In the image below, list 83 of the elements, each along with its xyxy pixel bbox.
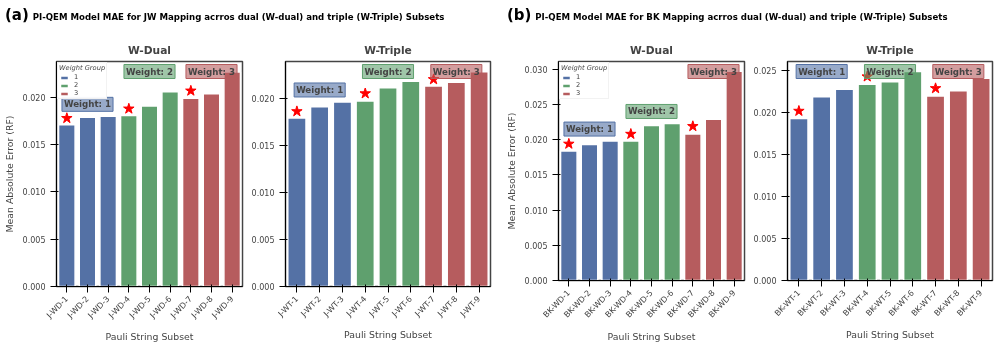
bar <box>580 143 599 281</box>
annotation: Weight: 3 <box>432 66 480 77</box>
y-tick-label: 0.020 <box>524 136 548 146</box>
bar <box>378 87 398 287</box>
annotation: Weight: 1 <box>565 124 614 135</box>
y-tick-label: 0.000 <box>251 283 275 292</box>
bar <box>161 91 180 287</box>
x-axis-title: Pauli String Subset <box>846 329 935 341</box>
annotation: Weight: 3 <box>689 66 738 77</box>
annotation: Weight: 3 <box>934 66 982 77</box>
bar <box>423 85 444 287</box>
annotation: Weight: 1 <box>63 99 112 110</box>
bar <box>683 133 702 281</box>
y-tick-label: 0.015 <box>753 151 777 161</box>
annotation: Weight: 2 <box>866 66 914 77</box>
bar <box>78 116 97 287</box>
annotation: Weight: 2 <box>125 66 174 77</box>
y-tick-label: 0.025 <box>524 100 548 110</box>
y-tick-label: 0.010 <box>524 206 548 216</box>
bar <box>140 105 159 287</box>
text: (a) <box>5 6 29 24</box>
chart-title: PI-QEM Model MAE for BK Mapping acrros dual (W-dual) and triple (W-Triple) Subsets <box>535 12 948 22</box>
text: (b) <box>507 6 532 24</box>
bar <box>446 81 467 287</box>
bar <box>811 95 832 281</box>
bar <box>57 124 76 287</box>
bar <box>925 95 946 281</box>
x-axis-title: Pauli String Subset <box>607 330 696 342</box>
y-tick-label: 0.000 <box>753 277 777 286</box>
chart-subtitle: W-Triple <box>866 43 914 57</box>
annotation: Weight: 2 <box>364 66 412 77</box>
bar <box>119 114 138 287</box>
y-tick-label: 0.000 <box>524 277 548 286</box>
y-tick-label: 0.005 <box>251 235 275 245</box>
bar <box>704 118 723 281</box>
bar <box>642 124 661 281</box>
bar <box>355 100 376 287</box>
bar <box>99 115 118 287</box>
bar <box>309 105 330 287</box>
y-tick-label: 0.030 <box>524 65 548 75</box>
bar <box>789 117 809 281</box>
bar <box>834 88 855 281</box>
y-tick-label: 0.015 <box>251 141 275 151</box>
bar <box>181 97 200 287</box>
chart-subtitle: W-Dual <box>630 43 673 57</box>
y-tick-label: 0.010 <box>251 188 275 198</box>
bar <box>559 150 578 281</box>
bar <box>880 80 900 281</box>
y-tick-label: 0.020 <box>251 94 275 104</box>
y-tick-label: 0.020 <box>22 93 46 103</box>
y-axis-title: Mean Absolute Error (RF) <box>3 115 15 233</box>
x-axis-title: Pauli String Subset <box>105 330 194 342</box>
bar <box>287 117 307 287</box>
y-tick-label: 0.010 <box>22 188 46 198</box>
bar <box>948 90 969 281</box>
bar <box>621 140 640 281</box>
y-axis-title: Mean Absolute Error (RF) <box>505 112 517 230</box>
bar <box>857 83 878 281</box>
y-tick-label: 0.015 <box>524 171 548 181</box>
y-tick-label: 0.025 <box>753 67 777 77</box>
y-tick-label: 0.020 <box>753 109 777 119</box>
bar <box>332 101 353 287</box>
y-tick-label: 0.005 <box>524 241 548 251</box>
annotation: Weight: 2 <box>627 106 676 117</box>
annotation: Weight: 1 <box>296 84 344 95</box>
bar <box>663 122 682 281</box>
annotation: Weight: 1 <box>798 66 846 77</box>
bar <box>725 70 744 281</box>
y-tick-label: 0.015 <box>22 141 46 151</box>
bar <box>202 92 221 287</box>
y-tick-label: 0.005 <box>753 235 777 245</box>
x-axis-title: Pauli String Subset <box>344 329 433 341</box>
y-tick-label: 0.005 <box>22 235 46 245</box>
y-tick-label: 0.010 <box>753 193 777 203</box>
chart-title: PI-QEM Model MAE for JW Mapping acrros dual (W-dual) and triple (W-Triple) Subsets <box>32 12 445 22</box>
chart-subtitle: W-Dual <box>128 43 171 57</box>
y-tick-label: 0.000 <box>22 283 46 292</box>
annotation: Weight: 3 <box>187 66 236 77</box>
chart-subtitle: W-Triple <box>364 43 412 57</box>
bar <box>601 140 620 281</box>
bar <box>902 70 923 281</box>
bar <box>971 77 991 281</box>
bar <box>400 80 421 287</box>
